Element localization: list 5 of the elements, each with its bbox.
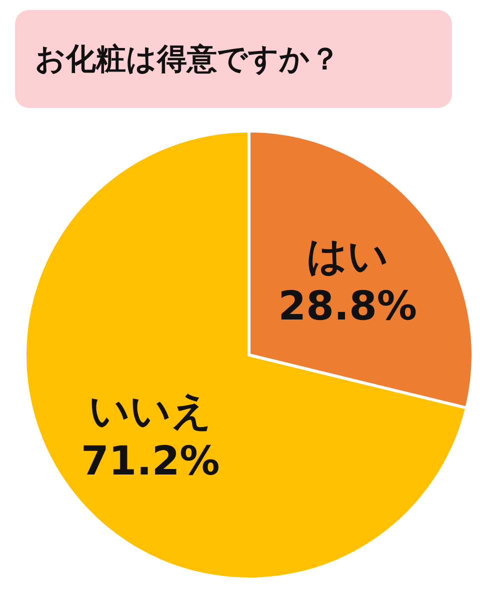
slice-label: はい <box>306 233 389 280</box>
data-label: 71.2% <box>80 438 220 485</box>
chart-title: お化粧は得意ですか？ <box>15 10 452 108</box>
slice-label: いいえ <box>88 388 212 435</box>
data-label: 28.8% <box>278 283 418 330</box>
